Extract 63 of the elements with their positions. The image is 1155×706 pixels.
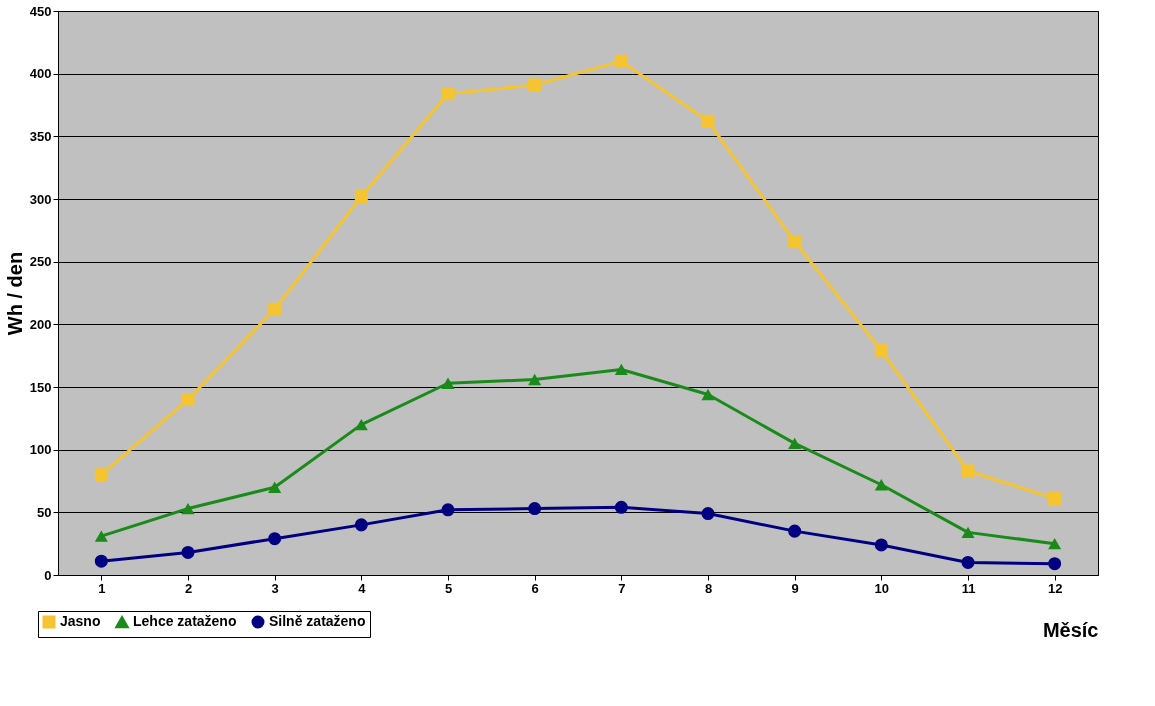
y-tick-label: 350: [29, 128, 52, 144]
point: [441, 377, 455, 389]
point: [354, 418, 368, 431]
x-tick-label: 6: [531, 580, 539, 596]
point: [181, 502, 195, 515]
x-tick-label: 2: [184, 580, 193, 596]
y-tick-label: 150: [29, 379, 52, 395]
point: [1048, 557, 1062, 571]
point: [1048, 538, 1062, 550]
y-tick-label: 0: [44, 567, 52, 583]
x-tick-label: 5: [444, 580, 453, 596]
point: [961, 526, 975, 539]
y-axis-title: Wh / den: [3, 251, 26, 336]
point: [354, 518, 368, 532]
x-tick-label: 4: [358, 580, 367, 596]
point: [268, 302, 282, 316]
point: [181, 393, 195, 407]
legend-label: Jasno: [60, 613, 101, 629]
point: [94, 468, 108, 482]
point: [614, 500, 628, 514]
point: [961, 555, 975, 569]
y-tick-label: 200: [29, 316, 52, 332]
x-axis-title: Měsíc: [1042, 618, 1099, 641]
point: [354, 189, 368, 204]
y-tick-label: 400: [29, 66, 52, 82]
point: [701, 507, 715, 521]
point: [614, 54, 628, 68]
point: [94, 554, 108, 568]
point: [528, 373, 542, 386]
point: [181, 545, 195, 559]
y-tick-label: 100: [29, 442, 52, 458]
point: [788, 437, 802, 450]
legend-label: Silně zataženo: [269, 613, 366, 629]
point: [441, 503, 455, 517]
y-tick-label: 250: [29, 254, 52, 270]
point: [874, 538, 888, 552]
point: [874, 344, 888, 358]
y-tick-label: 300: [29, 191, 52, 207]
point: [268, 532, 282, 546]
point: [528, 78, 542, 92]
x-tick-label: 10: [874, 580, 890, 596]
x-tick-label: 9: [791, 580, 799, 596]
point: [701, 114, 715, 128]
x-tick-label: 12: [1047, 580, 1063, 596]
point: [961, 464, 975, 478]
point: [1048, 492, 1062, 506]
point: [614, 363, 628, 376]
legend-label: Lehce zataženo: [133, 613, 237, 630]
x-tick-label: 11: [961, 580, 976, 596]
x-tick-label: 8: [704, 580, 713, 596]
x-tick-label: 3: [271, 580, 279, 596]
point: [874, 479, 888, 491]
point: [528, 502, 542, 516]
point: [701, 388, 715, 401]
point: [268, 481, 282, 493]
point: [441, 87, 455, 101]
y-tick-label: 450: [29, 3, 52, 19]
y-tick-label: 50: [37, 504, 52, 520]
x-tick-label: 7: [618, 580, 626, 596]
point: [94, 530, 108, 542]
point: [788, 235, 802, 249]
point: [788, 524, 802, 538]
x-tick-label: 1: [98, 580, 106, 596]
